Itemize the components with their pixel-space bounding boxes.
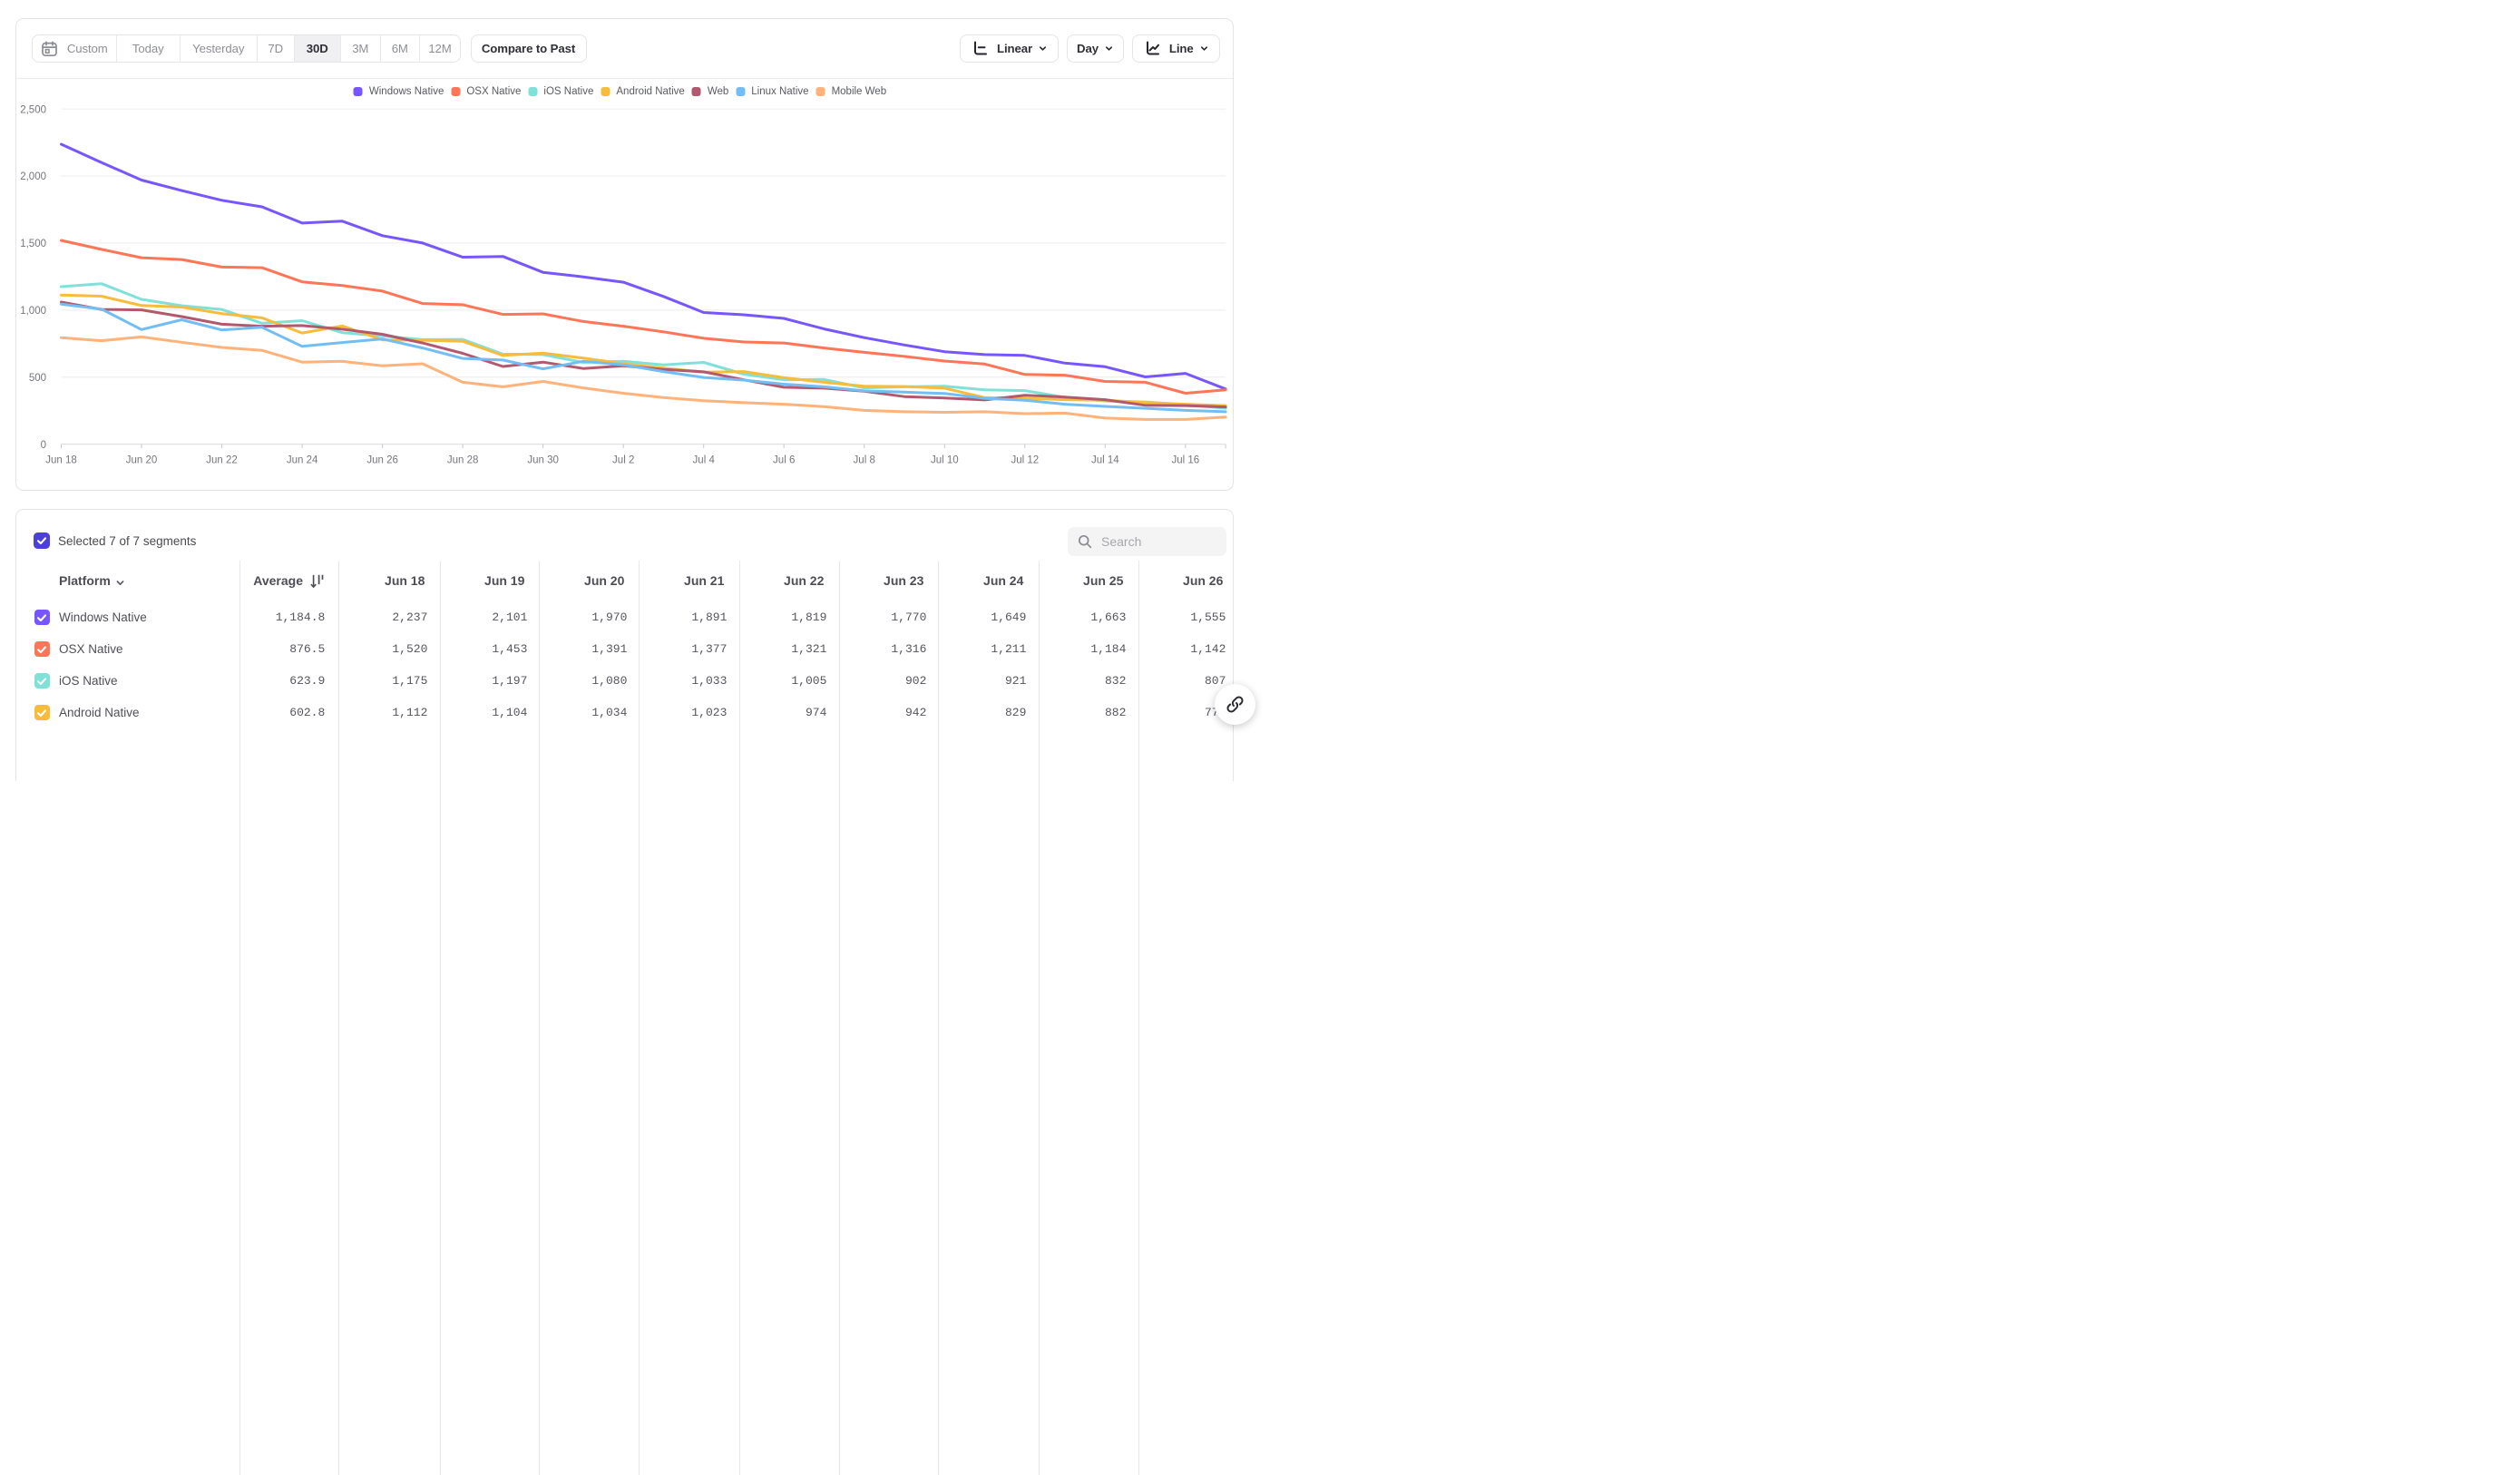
svg-text:Jun 28: Jun 28 <box>447 455 479 466</box>
svg-text:Jul 16: Jul 16 <box>1171 455 1199 466</box>
svg-text:1,500: 1,500 <box>20 239 46 249</box>
svg-text:Jun 26: Jun 26 <box>366 455 398 466</box>
svg-text:Jun 22: Jun 22 <box>206 455 238 466</box>
svg-text:Jul 14: Jul 14 <box>1091 455 1119 466</box>
svg-text:Jul 6: Jul 6 <box>773 455 795 466</box>
svg-text:1,000: 1,000 <box>20 306 46 317</box>
svg-text:Jun 24: Jun 24 <box>287 455 318 466</box>
svg-text:Jun 18: Jun 18 <box>45 455 77 466</box>
svg-text:Jul 10: Jul 10 <box>931 455 959 466</box>
svg-text:Jul 2: Jul 2 <box>612 455 634 466</box>
svg-text:2,000: 2,000 <box>20 171 46 182</box>
svg-text:2,500: 2,500 <box>20 104 46 115</box>
svg-text:0: 0 <box>41 440 46 451</box>
svg-text:Jul 12: Jul 12 <box>1011 455 1039 466</box>
svg-text:Jun 20: Jun 20 <box>126 455 158 466</box>
svg-text:Jul 8: Jul 8 <box>854 455 875 466</box>
svg-text:500: 500 <box>29 373 46 384</box>
svg-text:Jul 4: Jul 4 <box>693 455 716 466</box>
svg-text:Jun 30: Jun 30 <box>527 455 559 466</box>
